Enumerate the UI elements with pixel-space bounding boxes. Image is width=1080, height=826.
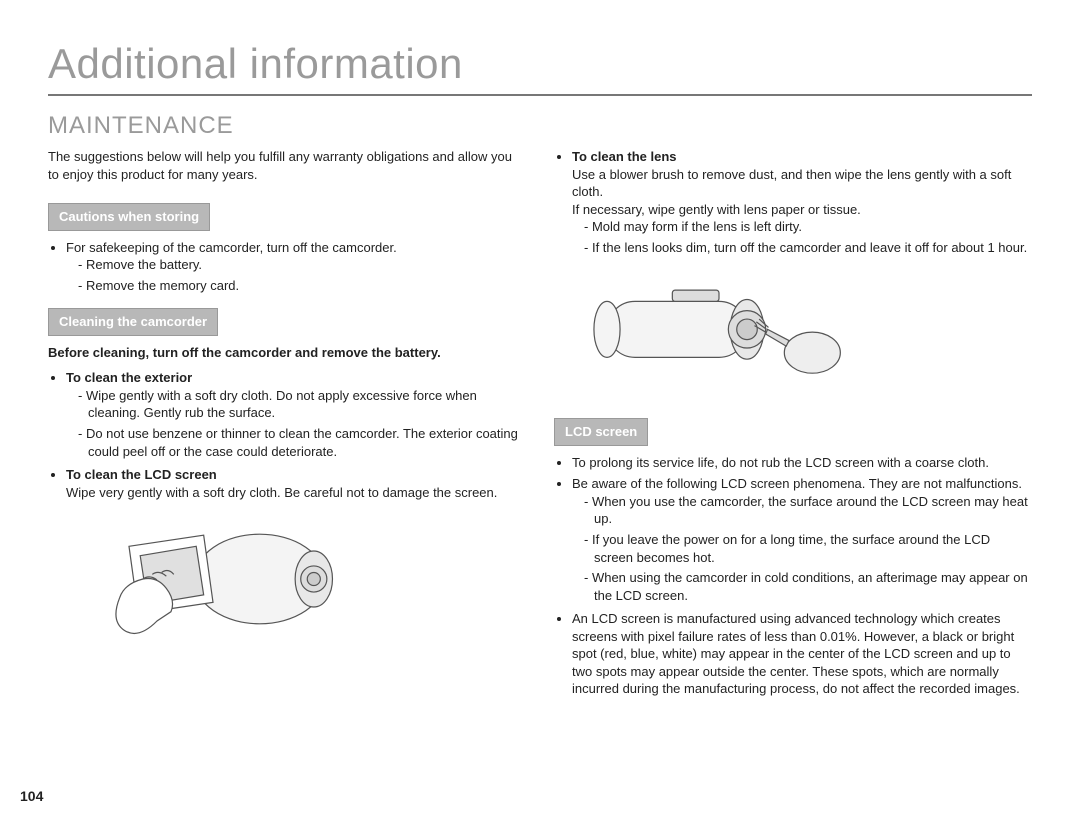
clean-lcd-text: Wipe very gently with a soft dry cloth. … (66, 485, 497, 500)
cautions-sub-1: Remove the battery. (78, 256, 526, 274)
right-column: To clean the lens Use a blower brush to … (554, 148, 1032, 706)
cautions-bullet: For safekeeping of the camcorder, turn o… (66, 239, 526, 295)
clean-exterior-2: Do not use benzene or thinner to clean t… (78, 425, 526, 460)
badge-cautions-storing: Cautions when storing (48, 203, 210, 231)
content-columns: The suggestions below will help you fulf… (48, 148, 1032, 706)
clean-lens-sub: Mold may form if the lens is left dirty.… (572, 218, 1032, 256)
clean-exterior-sub: Wipe gently with a soft dry cloth. Do no… (66, 387, 526, 460)
lcd-list: To prolong its service life, do not rub … (554, 454, 1032, 698)
badge-lcd-screen: LCD screen (554, 418, 648, 446)
cleaning-list: To clean the exterior Wipe gently with a… (48, 369, 526, 501)
lcd-b2-sub-1: When you use the camcorder, the surface … (584, 493, 1032, 528)
section-heading-maintenance: MAINTENANCE (48, 112, 1032, 140)
clean-lens: To clean the lens Use a blower brush to … (572, 148, 1032, 256)
clean-lens-text1: Use a blower brush to remove dust, and t… (572, 167, 1011, 200)
clean-lcd: To clean the LCD screen Wipe very gently… (66, 466, 526, 501)
lcd-b3: An LCD screen is manufactured using adva… (572, 610, 1032, 698)
lens-list: To clean the lens Use a blower brush to … (554, 148, 1032, 256)
badge-cleaning-camcorder: Cleaning the camcorder (48, 308, 218, 336)
lcd-b1: To prolong its service life, do not rub … (572, 454, 1032, 472)
cautions-sub-2: Remove the memory card. (78, 277, 526, 295)
page-title: Additional information (48, 40, 1032, 96)
cautions-sub-list: Remove the battery. Remove the memory ca… (66, 256, 526, 294)
illustration-lens-blower (574, 264, 864, 404)
clean-lens-text2: If necessary, wipe gently with lens pape… (572, 202, 861, 217)
clean-exterior-1: Wipe gently with a soft dry cloth. Do no… (78, 387, 526, 422)
left-column: The suggestions below will help you fulf… (48, 148, 526, 706)
clean-exterior-label: To clean the exterior (66, 370, 192, 385)
cleaning-before-note: Before cleaning, turn off the camcorder … (48, 344, 526, 362)
clean-lcd-label: To clean the LCD screen (66, 467, 217, 482)
page-number: 104 (20, 788, 43, 804)
lcd-b2: Be aware of the following LCD screen phe… (572, 475, 1032, 604)
clean-lens-label: To clean the lens (572, 149, 677, 164)
intro-text: The suggestions below will help you fulf… (48, 148, 518, 183)
cautions-list: For safekeeping of the camcorder, turn o… (48, 239, 526, 295)
lcd-b2-text: Be aware of the following LCD screen phe… (572, 476, 1022, 491)
illustration-lcd-wipe (68, 509, 358, 649)
cautions-bullet-text: For safekeeping of the camcorder, turn o… (66, 240, 397, 255)
clean-exterior: To clean the exterior Wipe gently with a… (66, 369, 526, 460)
clean-lens-sub-1: Mold may form if the lens is left dirty. (584, 218, 1032, 236)
lcd-b2-sub-2: If you leave the power on for a long tim… (584, 531, 1032, 566)
lcd-b2-sub-3: When using the camcorder in cold conditi… (584, 569, 1032, 604)
lcd-b2-sub: When you use the camcorder, the surface … (572, 493, 1032, 604)
clean-lens-sub-2: If the lens looks dim, turn off the camc… (584, 239, 1032, 257)
